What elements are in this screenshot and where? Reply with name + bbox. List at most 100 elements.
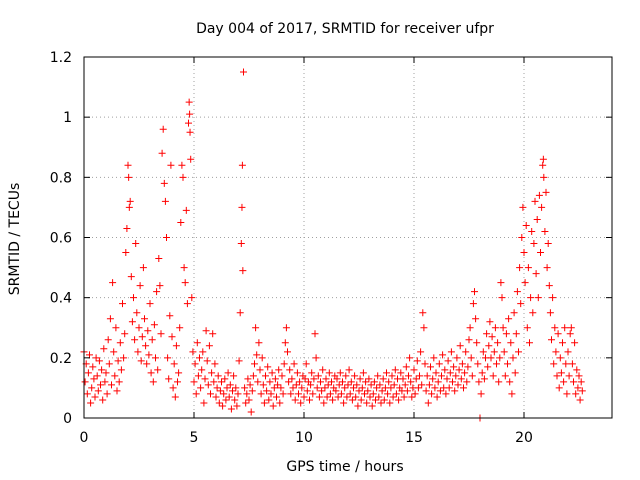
- data-point: [223, 384, 231, 392]
- data-point: [561, 324, 569, 332]
- data-point: [471, 288, 478, 296]
- data-point: [324, 381, 332, 389]
- data-point: [354, 402, 362, 410]
- data-point: [89, 363, 97, 371]
- data-point: [124, 161, 132, 169]
- data-point: [203, 357, 211, 365]
- data-point: [139, 264, 147, 272]
- data-point: [152, 354, 159, 362]
- data-point: [518, 234, 526, 241]
- data-point: [326, 390, 334, 398]
- data-point: [479, 348, 487, 356]
- data-point: [88, 384, 96, 392]
- data-point: [527, 294, 535, 302]
- data-point: [104, 336, 112, 344]
- data-point: [534, 294, 542, 302]
- data-point: [289, 384, 297, 392]
- data-point: [372, 396, 379, 404]
- data-point: [245, 396, 253, 404]
- data-point: [222, 396, 230, 404]
- data-point: [490, 348, 498, 356]
- data-point: [495, 378, 503, 386]
- data-point: [539, 155, 547, 163]
- data-point: [498, 294, 506, 302]
- data-point: [123, 224, 131, 232]
- data-point: [133, 309, 141, 317]
- data-point: [557, 369, 565, 377]
- data-point: [310, 375, 318, 383]
- data-point: [449, 378, 456, 386]
- data-point: [225, 393, 233, 401]
- data-point: [379, 375, 387, 383]
- data-point: [489, 372, 497, 380]
- data-point: [370, 378, 378, 386]
- data-point: [205, 342, 213, 350]
- data-point: [348, 396, 356, 404]
- data-point: [535, 191, 543, 199]
- data-point: [308, 369, 316, 377]
- data-point: [548, 336, 555, 344]
- data-point: [431, 384, 439, 392]
- data-point: [519, 203, 527, 211]
- data-point: [521, 279, 529, 287]
- data-point: [438, 372, 445, 380]
- data-point: [297, 399, 305, 407]
- data-point: [234, 390, 242, 398]
- data-point: [187, 155, 195, 163]
- data-point: [127, 273, 135, 281]
- data-point: [397, 369, 405, 377]
- data-point: [540, 173, 548, 181]
- data-point: [493, 360, 500, 368]
- data-point: [532, 270, 540, 278]
- data-point: [407, 378, 415, 386]
- data-point: [238, 203, 246, 211]
- data-point: [149, 378, 157, 386]
- data-point: [359, 369, 367, 377]
- data-point: [260, 399, 268, 407]
- data-point: [185, 98, 193, 106]
- data-point: [529, 309, 537, 317]
- data-point: [242, 399, 250, 407]
- data-point: [150, 321, 158, 329]
- data-point: [219, 402, 227, 410]
- data-point: [144, 327, 152, 335]
- data-point: [439, 351, 447, 359]
- data-point: [221, 375, 229, 383]
- data-point: [230, 372, 238, 380]
- data-point: [464, 363, 472, 371]
- data-point: [319, 366, 327, 374]
- data-point: [267, 390, 275, 398]
- data-point: [210, 378, 218, 386]
- data-point: [466, 324, 474, 332]
- data-point: [176, 324, 184, 332]
- data-point: [279, 390, 287, 398]
- data-point: [392, 390, 400, 398]
- data-point: [117, 366, 125, 374]
- x-tick-label: 15: [405, 430, 423, 446]
- data-point: [458, 360, 466, 368]
- data-point: [169, 384, 177, 392]
- data-point: [336, 369, 344, 377]
- data-point: [526, 339, 533, 347]
- data-point: [98, 366, 106, 374]
- data-point: [146, 300, 154, 308]
- data-point: [256, 366, 264, 374]
- data-point: [513, 288, 521, 296]
- x-tick-label: 20: [515, 430, 533, 446]
- chart-title: Day 004 of 2017, SRMTID for receiver ufp…: [196, 21, 494, 37]
- data-point: [125, 173, 133, 181]
- data-point: [91, 393, 99, 401]
- data-point: [355, 387, 363, 395]
- data-point: [220, 390, 228, 398]
- data-point: [478, 369, 486, 377]
- data-point: [202, 327, 210, 335]
- data-point: [452, 372, 460, 380]
- data-point: [265, 396, 273, 404]
- data-point: [189, 348, 197, 356]
- data-point: [462, 348, 470, 356]
- data-point: [508, 390, 516, 398]
- data-point: [538, 203, 546, 211]
- data-point: [325, 369, 333, 377]
- data-point: [286, 366, 294, 374]
- x-tick-label: 0: [80, 430, 89, 446]
